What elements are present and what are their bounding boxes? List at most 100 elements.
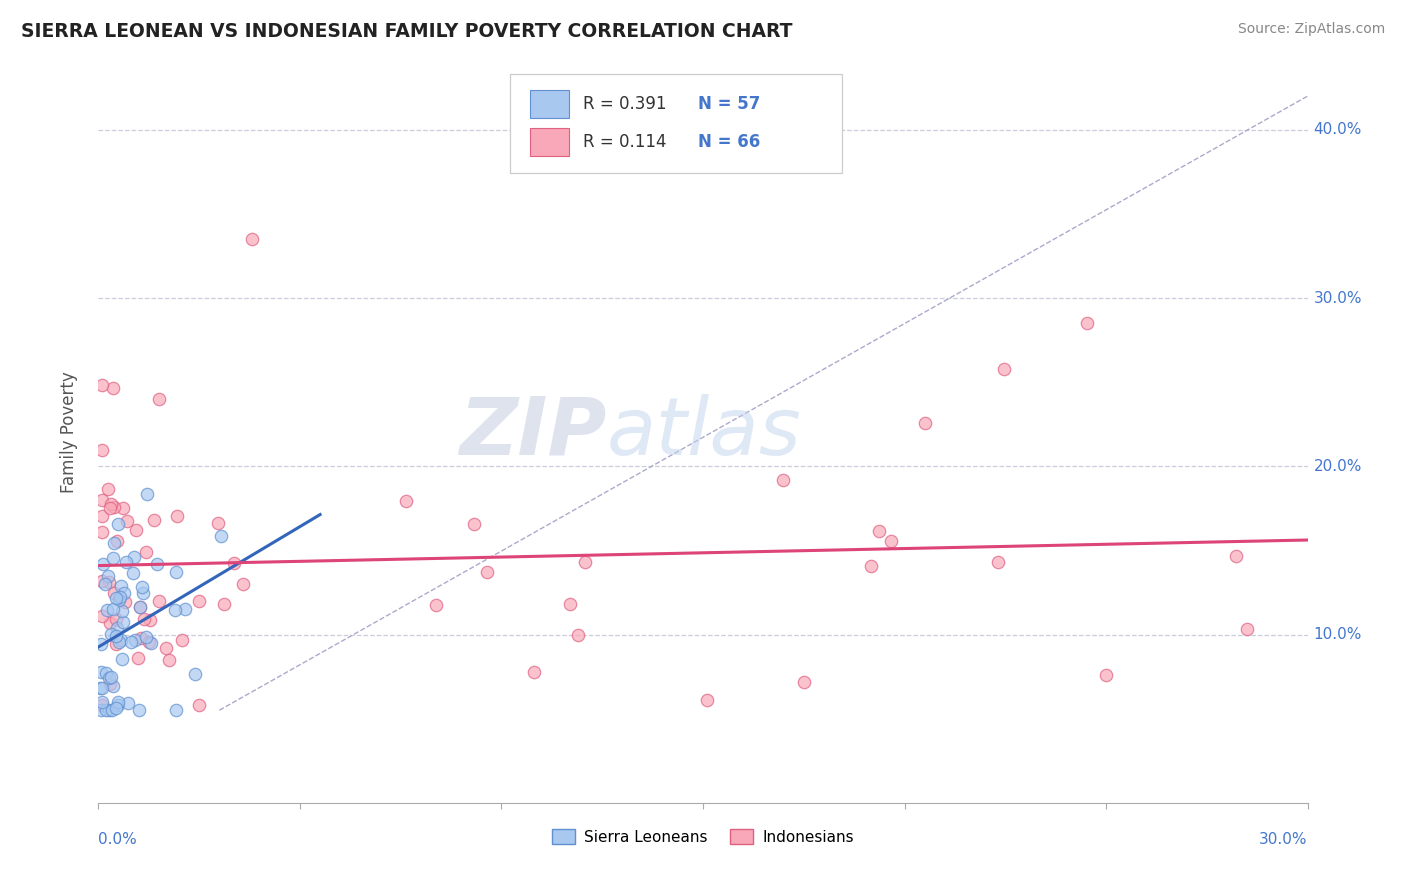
Point (111, 604, 134, 618)
Point (122, 566, 145, 580)
Text: R = 0.391: R = 0.391 (583, 95, 666, 113)
Point (117, 696, 139, 710)
Point (103, 602, 125, 616)
Point (112, 615, 135, 630)
Text: 30.0%: 30.0% (1260, 832, 1308, 847)
Point (98, 703, 121, 717)
Point (188, 594, 211, 608)
Text: N = 66: N = 66 (699, 134, 761, 152)
Text: 30.0%: 30.0% (1313, 291, 1362, 305)
Point (772, 474, 794, 488)
Point (96, 603, 118, 617)
Point (859, 558, 882, 573)
Point (128, 600, 150, 615)
Point (157, 653, 180, 667)
Point (91, 698, 114, 713)
Point (135, 545, 157, 559)
Point (879, 534, 901, 549)
Point (914, 416, 936, 430)
Point (240, 232, 263, 246)
Point (110, 632, 132, 647)
Point (108, 591, 131, 605)
Point (91, 557, 114, 571)
Point (105, 591, 128, 606)
Point (100, 497, 122, 511)
Text: R = 0.114: R = 0.114 (583, 134, 666, 152)
Text: 0.0%: 0.0% (98, 832, 138, 847)
Point (101, 381, 124, 395)
Point (91, 443, 114, 458)
Text: 40.0%: 40.0% (1313, 122, 1362, 137)
Point (136, 487, 159, 501)
Point (131, 632, 153, 646)
Point (114, 555, 136, 569)
Point (463, 517, 485, 532)
Point (124, 633, 146, 648)
Point (98, 500, 121, 515)
Point (97, 483, 120, 497)
Point (98, 575, 121, 590)
Point (103, 536, 125, 550)
Point (101, 679, 124, 693)
Point (1095, 668, 1118, 682)
Point (91, 574, 114, 588)
Point (107, 517, 129, 532)
Point (134, 612, 156, 626)
Point (135, 630, 157, 644)
Point (138, 635, 160, 649)
Text: N = 57: N = 57 (699, 95, 761, 113)
FancyBboxPatch shape (530, 128, 569, 156)
Point (97, 671, 120, 685)
Point (139, 613, 162, 627)
Point (100, 670, 122, 684)
Y-axis label: Family Poverty: Family Poverty (59, 372, 77, 493)
Point (224, 557, 246, 571)
Text: Source: ZipAtlas.com: Source: ZipAtlas.com (1237, 22, 1385, 37)
Point (90, 703, 112, 717)
Point (107, 695, 129, 709)
Point (103, 500, 125, 514)
FancyBboxPatch shape (530, 90, 569, 118)
Point (165, 703, 187, 717)
Point (105, 533, 128, 548)
Point (103, 550, 125, 565)
Point (91, 492, 114, 507)
Point (104, 612, 127, 626)
Point (987, 555, 1010, 569)
FancyBboxPatch shape (509, 73, 842, 173)
Point (475, 565, 498, 579)
Point (100, 626, 122, 640)
Point (91, 608, 114, 623)
Point (94, 577, 117, 591)
Point (125, 523, 148, 537)
Legend: Sierra Leoneans, Indonesians: Sierra Leoneans, Indonesians (546, 822, 860, 851)
Point (107, 698, 129, 713)
Point (148, 594, 170, 608)
Point (165, 565, 187, 579)
Point (793, 674, 815, 689)
Point (91, 681, 114, 696)
Point (115, 514, 138, 528)
Point (107, 593, 129, 607)
Point (212, 597, 235, 611)
Point (993, 362, 1015, 376)
Point (112, 586, 135, 600)
Point (146, 558, 169, 572)
Point (128, 703, 150, 717)
Point (122, 549, 145, 564)
Point (148, 392, 170, 406)
Point (184, 667, 207, 681)
Point (105, 701, 128, 715)
Point (696, 692, 718, 706)
Text: 20.0%: 20.0% (1313, 458, 1362, 474)
Point (523, 665, 546, 679)
Point (111, 652, 134, 666)
Point (105, 621, 128, 635)
Point (97, 569, 120, 583)
Point (166, 509, 188, 524)
Point (110, 579, 132, 593)
Point (103, 586, 125, 600)
Point (91, 378, 114, 392)
Point (90, 665, 112, 680)
Point (120, 635, 142, 649)
